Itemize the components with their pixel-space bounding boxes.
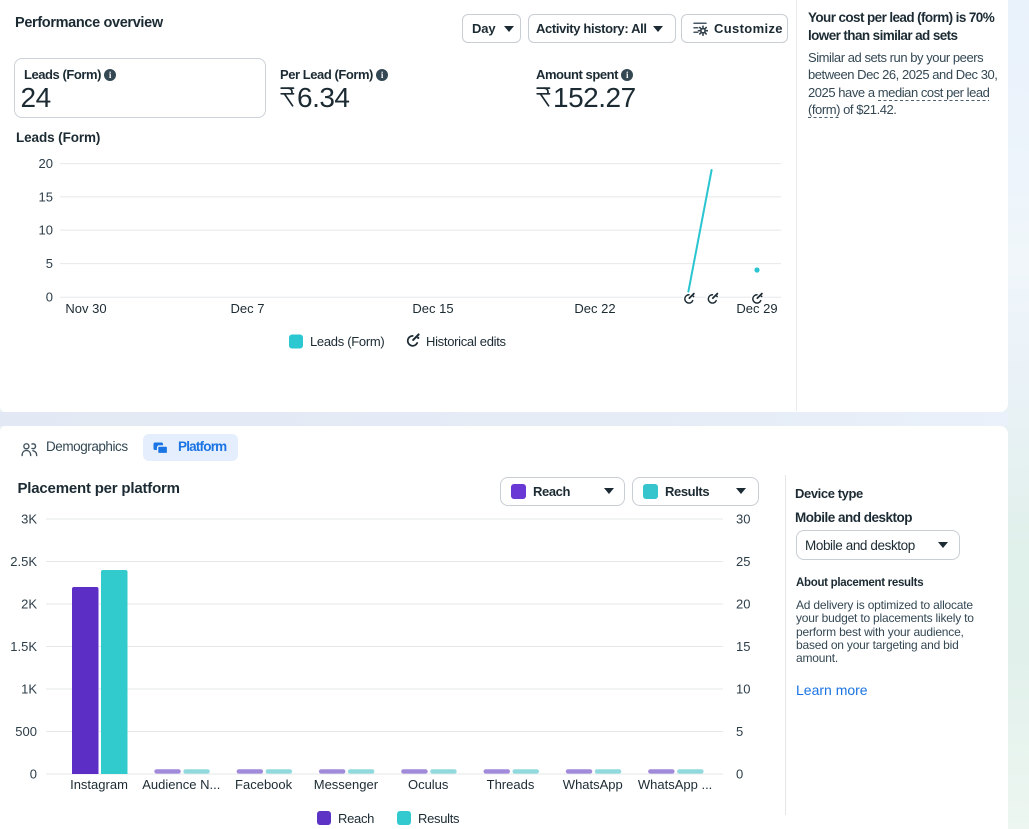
svg-text:Dec 22: Dec 22 bbox=[574, 301, 615, 316]
svg-text:Dec 15: Dec 15 bbox=[412, 301, 453, 316]
svg-text:10: 10 bbox=[736, 682, 750, 697]
svg-text:5: 5 bbox=[46, 256, 53, 271]
svg-text:WhatsApp: WhatsApp bbox=[563, 777, 623, 792]
svg-text:5: 5 bbox=[736, 724, 743, 739]
svg-text:1K: 1K bbox=[21, 682, 37, 697]
svg-text:Messenger: Messenger bbox=[314, 777, 379, 792]
svg-text:Nov 30: Nov 30 bbox=[65, 301, 106, 316]
svg-text:15: 15 bbox=[736, 639, 750, 654]
svg-text:2K: 2K bbox=[21, 597, 37, 612]
svg-text:Facebook: Facebook bbox=[235, 777, 293, 792]
svg-text:1.5K: 1.5K bbox=[10, 639, 37, 654]
svg-text:0: 0 bbox=[46, 290, 53, 305]
svg-text:30: 30 bbox=[736, 512, 750, 527]
svg-text:15: 15 bbox=[39, 189, 53, 204]
svg-text:Audience N...: Audience N... bbox=[142, 777, 220, 792]
svg-text:25: 25 bbox=[736, 554, 750, 569]
svg-text:Historical edits: Historical edits bbox=[426, 334, 507, 349]
svg-text:Instagram: Instagram bbox=[70, 777, 128, 792]
svg-text:0: 0 bbox=[30, 767, 37, 782]
svg-text:Dec 7: Dec 7 bbox=[231, 301, 265, 316]
svg-text:Dec 29: Dec 29 bbox=[736, 301, 777, 316]
svg-text:0: 0 bbox=[736, 767, 743, 782]
svg-text:10: 10 bbox=[39, 223, 53, 238]
svg-text:500: 500 bbox=[15, 724, 37, 739]
svg-text:WhatsApp ...: WhatsApp ... bbox=[638, 777, 712, 792]
svg-text:20: 20 bbox=[39, 156, 53, 171]
svg-text:Threads: Threads bbox=[487, 777, 535, 792]
svg-text:20: 20 bbox=[736, 597, 750, 612]
svg-text:Oculus: Oculus bbox=[408, 777, 449, 792]
svg-text:2.5K: 2.5K bbox=[10, 554, 37, 569]
svg-text:Leads (Form): Leads (Form) bbox=[310, 334, 384, 349]
svg-text:3K: 3K bbox=[21, 512, 37, 527]
